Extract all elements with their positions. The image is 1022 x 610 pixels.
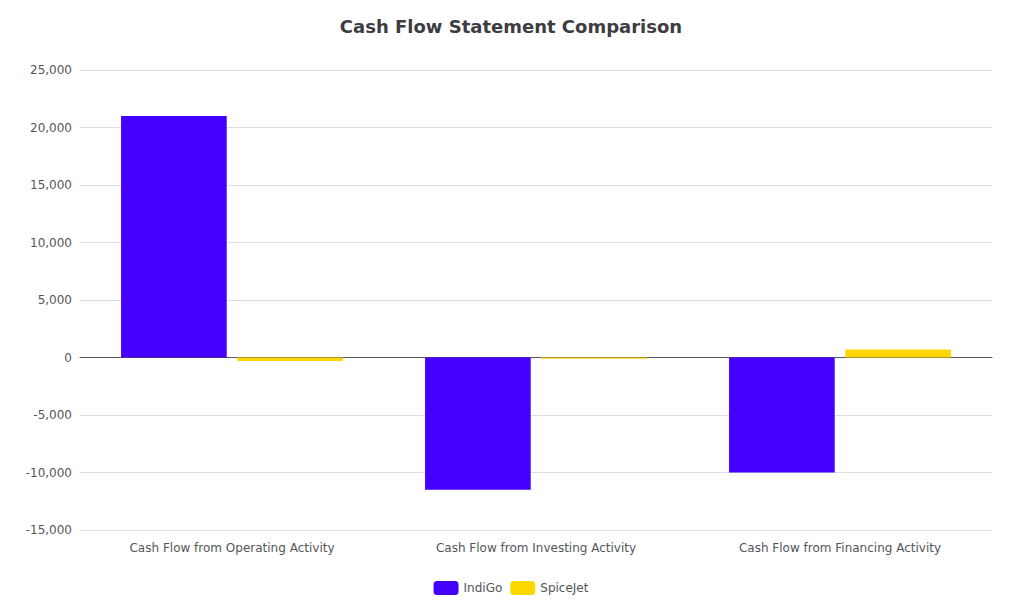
- svg-text:Cash Flow from Investing Activ: Cash Flow from Investing Activity: [436, 541, 636, 555]
- svg-text:Cash Flow from Operating Activ: Cash Flow from Operating Activity: [129, 541, 334, 555]
- svg-text:10,000: 10,000: [30, 236, 72, 250]
- svg-text:0: 0: [64, 351, 72, 365]
- svg-text:IndiGo: IndiGo: [464, 581, 503, 595]
- svg-text:SpiceJet: SpiceJet: [540, 581, 588, 595]
- svg-text:Cash Flow Statement Comparison: Cash Flow Statement Comparison: [340, 16, 682, 37]
- svg-text:-15,000: -15,000: [26, 523, 72, 537]
- svg-text:25,000: 25,000: [30, 63, 72, 77]
- svg-text:5,000: 5,000: [38, 293, 72, 307]
- svg-text:-5,000: -5,000: [33, 408, 72, 422]
- svg-text:20,000: 20,000: [30, 121, 72, 135]
- svg-text:Cash Flow from Financing Activ: Cash Flow from Financing Activity: [739, 541, 941, 555]
- svg-text:15,000: 15,000: [30, 178, 72, 192]
- svg-text:-10,000: -10,000: [26, 466, 72, 480]
